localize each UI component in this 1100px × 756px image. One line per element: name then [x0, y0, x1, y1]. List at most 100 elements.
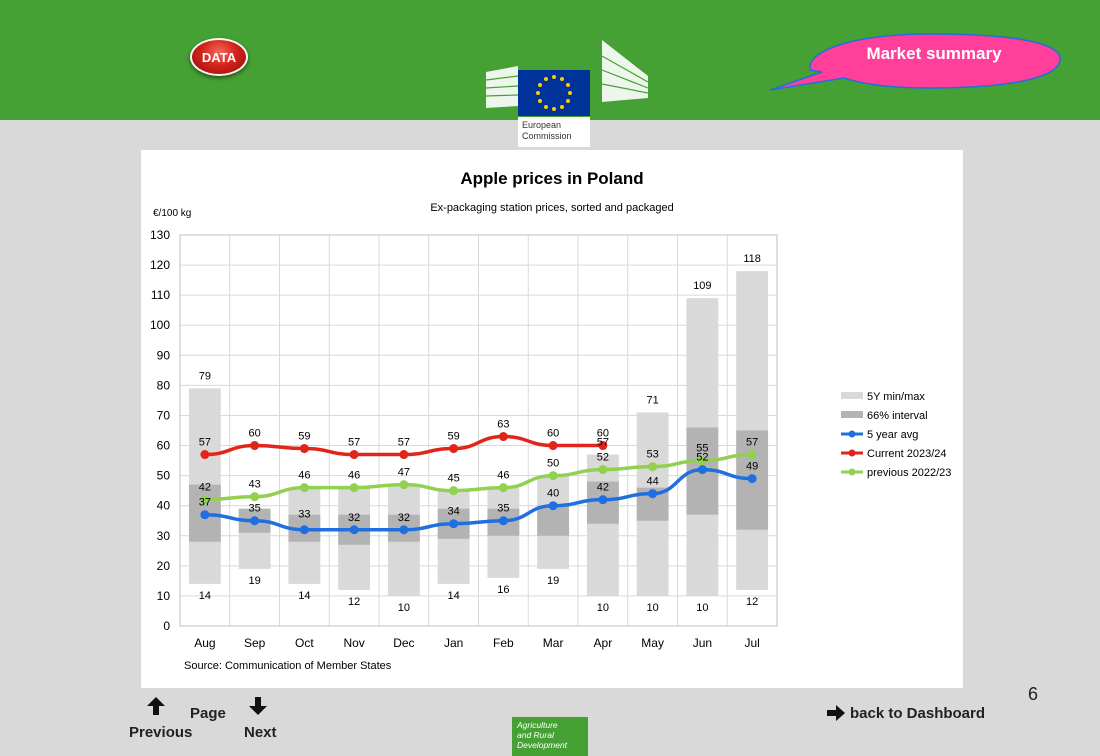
data-label: 60 [249, 428, 261, 440]
data-label: 35 [249, 503, 261, 515]
series-point [250, 492, 260, 502]
y-tick-label: 70 [157, 408, 171, 422]
previous-button[interactable]: Previous [129, 724, 193, 741]
apple-price-chart: Apple prices in Poland Ex-packaging stat… [150, 169, 951, 672]
legend-label: Current 2023/24 [867, 448, 947, 460]
x-tick-label: Dec [393, 636, 414, 650]
series-point [747, 474, 757, 484]
x-tick-label: Jun [693, 636, 712, 650]
arrow-down-icon[interactable] [248, 696, 268, 716]
series-point [200, 450, 210, 460]
data-label: 33 [298, 509, 310, 521]
data-label: 43 [249, 479, 261, 491]
y-tick-label: 130 [150, 228, 170, 242]
series-point [548, 471, 558, 481]
data-label: 52 [597, 452, 609, 464]
data-label: 35 [497, 503, 509, 515]
legend-label: 5Y min/max [867, 391, 925, 403]
arrow-right-icon [827, 705, 845, 721]
data-label: 10 [647, 602, 659, 614]
data-label: 37 [199, 497, 211, 509]
y-tick-label: 110 [151, 288, 170, 302]
series-point [498, 432, 508, 442]
data-label: 42 [597, 482, 609, 494]
page-label: Page [190, 705, 226, 722]
series-line [204, 452, 753, 502]
x-tick-label: Jan [444, 636, 463, 650]
legend-swatch [841, 392, 863, 399]
series-point [449, 519, 459, 529]
interval-bar [537, 505, 570, 536]
series-point [648, 489, 658, 499]
data-label: 71 [647, 394, 659, 406]
legend-label: previous 2022/23 [867, 467, 951, 479]
data-label: 32 [398, 512, 410, 524]
y-tick-label: 0 [163, 619, 170, 633]
minmax-bar [586, 454, 619, 596]
legend-label: 66% interval [867, 410, 928, 422]
series-point [648, 462, 658, 472]
series-point [548, 501, 558, 511]
next-button[interactable]: Next [244, 724, 277, 741]
data-label: 63 [497, 419, 509, 431]
back-to-dashboard-button[interactable]: back to Dashboard [826, 704, 985, 722]
data-label: 50 [547, 458, 559, 470]
data-button[interactable]: DATA [190, 38, 248, 76]
y-tick-label: 80 [157, 378, 171, 392]
x-tick-label: Aug [194, 636, 215, 650]
series-point [598, 495, 608, 505]
data-label: 57 [398, 437, 410, 449]
series-point [349, 483, 359, 493]
market-summary-label[interactable]: Market summary [866, 44, 1002, 63]
y-tick-label: 100 [150, 318, 170, 332]
y-tick-label: 20 [157, 559, 171, 573]
data-label: 45 [448, 473, 460, 485]
chart-title: Apple prices in Poland [460, 169, 643, 188]
data-label: 46 [348, 470, 360, 482]
y-tick-label: 120 [150, 258, 170, 272]
legend-marker [848, 430, 856, 438]
series-point [598, 441, 608, 451]
legend-label: 5 year avg [867, 429, 918, 441]
data-label: 19 [249, 575, 261, 587]
chart-subtitle: Ex-packaging station prices, sorted and … [430, 202, 673, 214]
data-label: 10 [696, 602, 708, 614]
y-tick-label: 50 [157, 469, 171, 483]
data-label: 57 [348, 437, 360, 449]
series-point [399, 525, 409, 535]
series-point [498, 516, 508, 526]
y-tick-label: 40 [157, 499, 171, 513]
data-label: 118 [743, 253, 761, 265]
ec-logo-text: European Commission [518, 117, 590, 147]
y-axis-label: €/100 kg [153, 208, 191, 219]
series-point [598, 465, 608, 475]
series-point [548, 441, 558, 451]
series-point [697, 456, 707, 466]
chart-source: Source: Communication of Member States [184, 660, 392, 672]
chart-panel: Apple prices in Poland Ex-packaging stat… [141, 150, 963, 688]
y-tick-label: 10 [157, 589, 171, 603]
series-point [299, 444, 309, 454]
series-point [697, 465, 707, 475]
data-label: 59 [298, 431, 310, 443]
data-label: 14 [448, 590, 460, 602]
page-number: 6 [1028, 684, 1039, 704]
eu-stars-icon [536, 75, 572, 111]
series-point [250, 516, 260, 526]
data-label: 59 [448, 431, 460, 443]
data-label: 12 [348, 596, 360, 608]
data-label: 14 [298, 590, 310, 602]
series-point [299, 525, 309, 535]
series-point [200, 495, 210, 505]
series-point [399, 480, 409, 490]
x-tick-label: Mar [543, 636, 564, 650]
x-tick-label: Feb [493, 636, 514, 650]
dashboard-label: back to Dashboard [850, 704, 986, 722]
data-label: 44 [647, 476, 659, 488]
y-tick-label: 30 [157, 529, 171, 543]
data-label: 47 [398, 467, 410, 479]
market-summary-bubble[interactable] [770, 32, 1070, 94]
series-point [349, 525, 359, 535]
data-label: 42 [199, 482, 211, 494]
arrow-up-icon[interactable] [146, 696, 166, 716]
